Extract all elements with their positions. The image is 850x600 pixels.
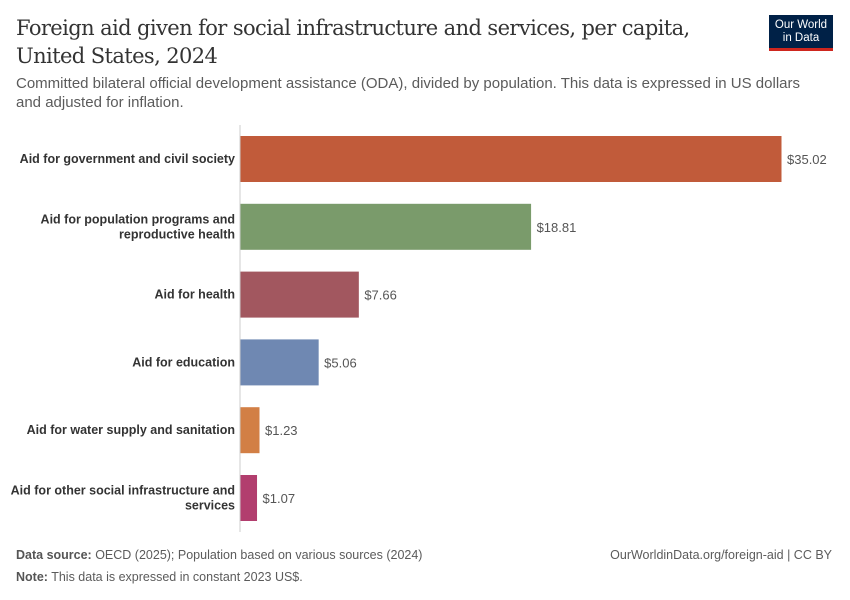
bar[interactable] (240, 475, 258, 521)
category-label: Aid for water supply and sanitation (27, 423, 235, 437)
value-label: $1.23 (265, 423, 298, 438)
bar[interactable] (240, 407, 260, 454)
value-label: $7.66 (364, 288, 397, 303)
bar[interactable] (240, 203, 532, 250)
note: Note: This data is expressed in constant… (16, 570, 303, 584)
bar[interactable] (240, 271, 359, 318)
category-label: Aid for other social infrastructure and s… (11, 484, 235, 513)
category-label: Aid for education (132, 355, 235, 369)
value-label: $1.07 (263, 491, 296, 506)
bar[interactable] (240, 136, 782, 182)
value-label: $35.02 (787, 152, 827, 167)
data-source: Data source: OECD (2025); Population bas… (16, 548, 423, 562)
source-link[interactable]: OurWorldinData.org/foreign-aid | CC BY (610, 548, 832, 562)
bar[interactable] (240, 339, 319, 386)
bar-chart: Aid for government and civil society $35.… (11, 125, 827, 532)
category-label: Aid for population programs and reproduct… (41, 212, 235, 241)
owid-logo[interactable]: Our World in Data (769, 15, 833, 51)
chart-title: Foreign aid given for social infrastruct… (16, 16, 690, 68)
category-label: Aid for health (154, 288, 235, 302)
category-label: Aid for government and civil society (20, 152, 235, 166)
chart-subtitle: Committed bilateral official development… (16, 75, 800, 111)
value-label: $18.81 (537, 220, 577, 235)
value-label: $5.06 (324, 355, 357, 370)
